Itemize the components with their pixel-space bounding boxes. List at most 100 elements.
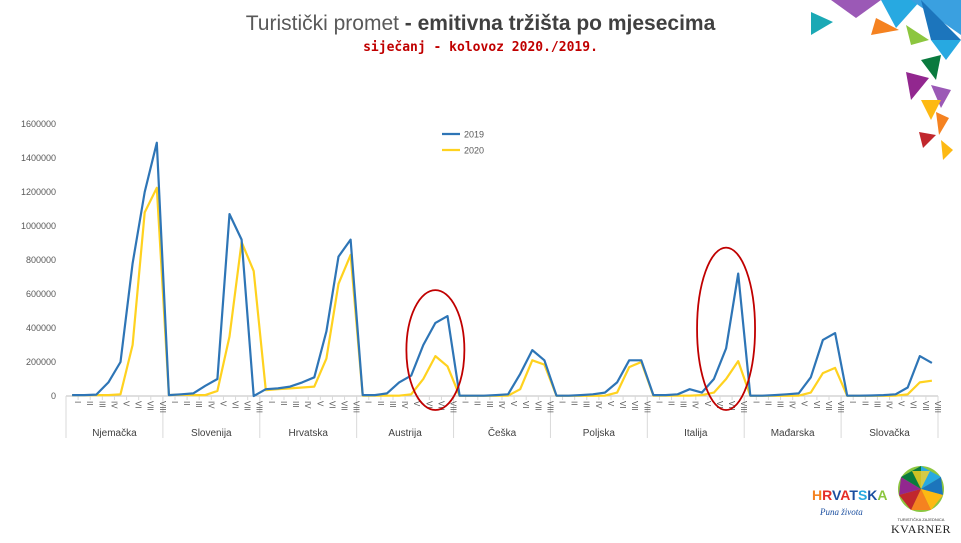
hrvatska-wordmark: HRVATSKA	[812, 487, 888, 503]
x-month-label: V	[412, 401, 421, 407]
x-month-label: VII	[630, 401, 639, 411]
x-month-label: III	[582, 401, 591, 408]
x-month-label: III	[97, 401, 106, 408]
x-month-label: VIII	[933, 401, 942, 413]
x-group-label: Njemačka	[92, 428, 137, 439]
x-month-label: IV	[109, 401, 118, 409]
x-month-label: V	[122, 401, 131, 407]
x-month-label: VIII	[255, 401, 264, 413]
x-month-label: VI	[812, 401, 821, 409]
x-month-label: VI	[424, 401, 433, 409]
x-group-label: Mađarska	[771, 428, 815, 439]
x-month-label: VI	[231, 401, 240, 409]
x-group-label: Italija	[684, 428, 708, 439]
x-month-label: I	[461, 401, 470, 403]
x-month-label: VI	[618, 401, 627, 409]
highlight-ellipse	[696, 246, 756, 411]
kvarner-name: KVARNER	[891, 522, 951, 536]
x-month-label: VII	[727, 401, 736, 411]
x-month-label: VIII	[158, 401, 167, 413]
kvarner-subtitle: TURISTIČKA ZAJEDNICA	[897, 517, 945, 522]
x-month-label: II	[860, 401, 869, 405]
x-month-label: VIII	[352, 401, 361, 413]
x-group-label: Slovačka	[869, 428, 910, 439]
x-month-label: VII	[824, 401, 833, 411]
x-month-label: VII	[436, 401, 445, 411]
legend-label: 2019	[464, 130, 484, 140]
x-group-label: Poljska	[583, 428, 616, 439]
x-month-label: III	[485, 401, 494, 408]
x-month-label: IV	[400, 401, 409, 409]
y-tick-label: 0	[51, 391, 56, 401]
x-month-label: I	[73, 401, 82, 403]
x-month-label: V	[703, 401, 712, 407]
slide-title: Turistički promet - emitivna tržišta po …	[0, 12, 961, 36]
x-month-label: VII	[146, 401, 155, 411]
hrvatska-logo: HRVATSKA Puna života	[812, 487, 888, 517]
x-month-label: VIII	[739, 401, 748, 413]
x-month-label: II	[473, 401, 482, 405]
x-month-label: VI	[909, 401, 918, 409]
y-tick-label: 800000	[26, 255, 56, 265]
y-tick-label: 200000	[26, 357, 56, 367]
x-month-label: III	[776, 401, 785, 408]
x-month-label: IV	[303, 401, 312, 409]
x-month-label: II	[570, 401, 579, 405]
x-month-label: II	[667, 401, 676, 405]
x-month-label: VI	[134, 401, 143, 409]
x-month-label: V	[606, 401, 615, 407]
y-tick-label: 400000	[26, 323, 56, 333]
x-month-label: IV	[594, 401, 603, 409]
x-month-label: V	[897, 401, 906, 407]
highlight-ellipse	[405, 289, 466, 411]
x-month-label: VII	[533, 401, 542, 411]
x-month-label: VIII	[449, 401, 458, 413]
x-month-label: I	[848, 401, 857, 403]
x-month-label: III	[194, 401, 203, 408]
x-month-label: VII	[243, 401, 252, 411]
title-bold: - emitivna tržišta po mjesecima	[398, 12, 716, 35]
y-tick-label: 1000000	[21, 221, 56, 231]
x-month-label: I	[170, 401, 179, 403]
x-month-label: II	[376, 401, 385, 405]
x-month-label: VI	[327, 401, 336, 409]
x-month-label: III	[679, 401, 688, 408]
y-tick-label: 1600000	[21, 119, 56, 129]
x-month-label: I	[654, 401, 663, 403]
x-month-label: VII	[340, 401, 349, 411]
x-month-label: I	[558, 401, 567, 403]
x-group-label: Češka	[488, 426, 517, 439]
x-month-label: VIII	[836, 401, 845, 413]
x-month-label: II	[279, 401, 288, 405]
y-tick-label: 1200000	[21, 187, 56, 197]
x-month-label: V	[315, 401, 324, 407]
x-month-label: IV	[497, 401, 506, 409]
x-month-label: IV	[885, 401, 894, 409]
series-line-2020	[72, 186, 933, 397]
x-month-label: V	[218, 401, 227, 407]
x-month-label: III	[872, 401, 881, 408]
x-month-label: IV	[691, 401, 700, 409]
legend-label: 2020	[464, 146, 484, 156]
y-tick-label: 1400000	[21, 153, 56, 163]
x-month-label: VIII	[545, 401, 554, 413]
decorative-triangles	[811, 0, 961, 160]
x-group-label: Austrija	[388, 428, 422, 439]
x-month-label: IV	[206, 401, 215, 409]
x-month-label: IV	[788, 401, 797, 409]
x-month-label: VI	[521, 401, 530, 409]
x-month-label: VIII	[642, 401, 651, 413]
x-month-label: II	[763, 401, 772, 405]
series-line-2019	[72, 141, 933, 398]
x-month-label: I	[364, 401, 373, 403]
hrvatska-motto: Puna života	[820, 507, 863, 517]
x-month-label: VII	[921, 401, 930, 411]
x-month-label: I	[751, 401, 760, 403]
x-month-label: VI	[715, 401, 724, 409]
x-group-label: Hrvatska	[288, 428, 328, 439]
x-month-label: V	[800, 401, 809, 407]
x-month-label: III	[388, 401, 397, 408]
x-month-label: V	[509, 401, 518, 407]
x-month-label: II	[85, 401, 94, 405]
